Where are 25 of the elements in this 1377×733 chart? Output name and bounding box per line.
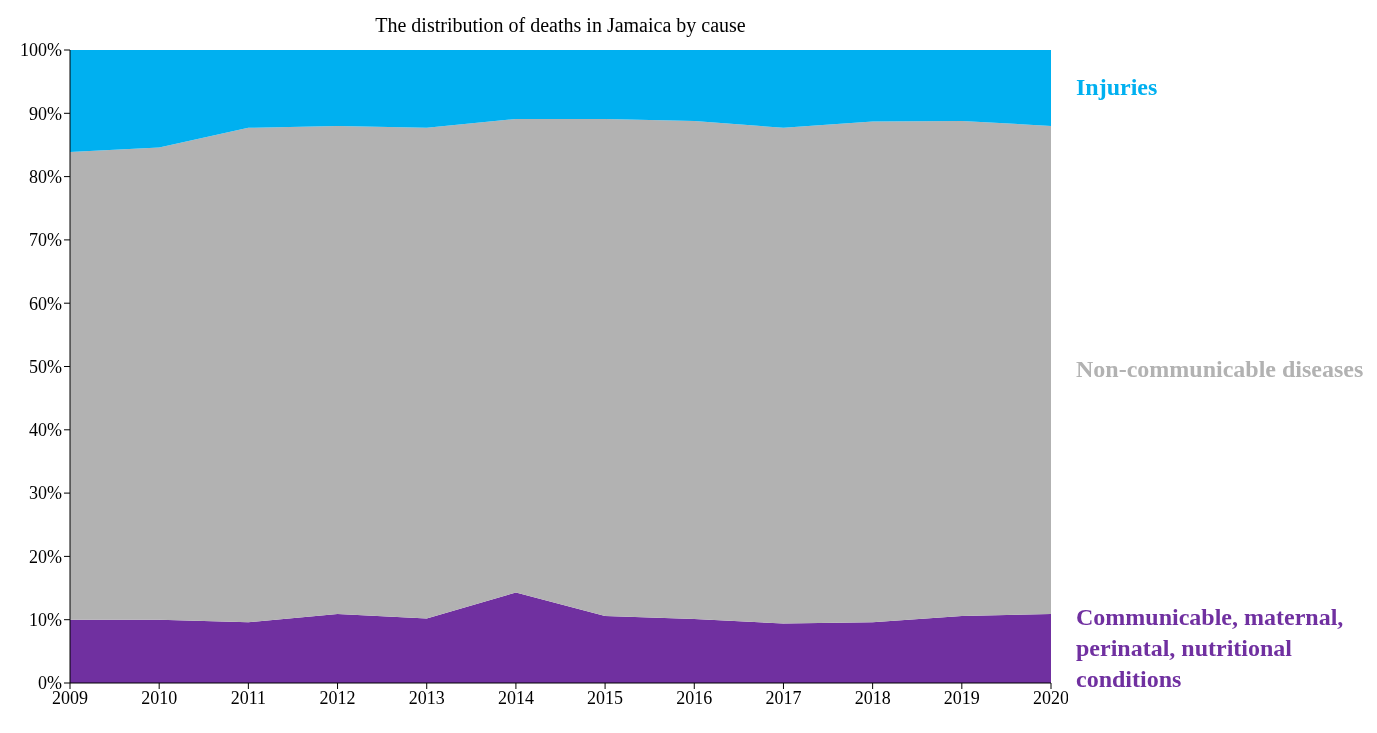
x-tick-label: 2015: [587, 687, 624, 708]
x-tick-label: 2013: [408, 687, 445, 708]
series-label: Communicable, maternal, perinatal, nutritional conditions: [1076, 602, 1345, 695]
x-tick-label: 2011: [230, 687, 267, 708]
y-tick-label: 10%: [29, 610, 62, 631]
x-tick-label: 2017: [765, 687, 802, 708]
y-tick-label: 70%: [29, 230, 62, 251]
y-tick-label: 90%: [29, 103, 62, 124]
y-tick-label: 20%: [29, 546, 62, 567]
y-tick-label: 60%: [29, 293, 62, 314]
y-tick-label: 50%: [29, 356, 62, 377]
y-tick-label: 40%: [29, 420, 62, 441]
y-tick-label: 80%: [29, 166, 62, 187]
y-tick-label: 30%: [29, 483, 62, 504]
chart-title: The distribution of deaths in Jamaica by cause: [374, 14, 747, 37]
x-tick-label: 2016: [676, 687, 713, 708]
x-tick-label: 2020: [1033, 687, 1069, 708]
series-label: Injuries: [1076, 73, 1159, 103]
x-tick-label: 2018: [854, 687, 891, 708]
x-tick-label: 2012: [319, 687, 356, 708]
x-tick-label: 2014: [497, 687, 534, 708]
series-label: Non-communicable diseases: [1076, 355, 1365, 385]
x-tick-label: 2019: [943, 687, 980, 708]
x-tick-label: 2010: [141, 687, 178, 708]
y-tick-label: 100%: [20, 40, 62, 61]
